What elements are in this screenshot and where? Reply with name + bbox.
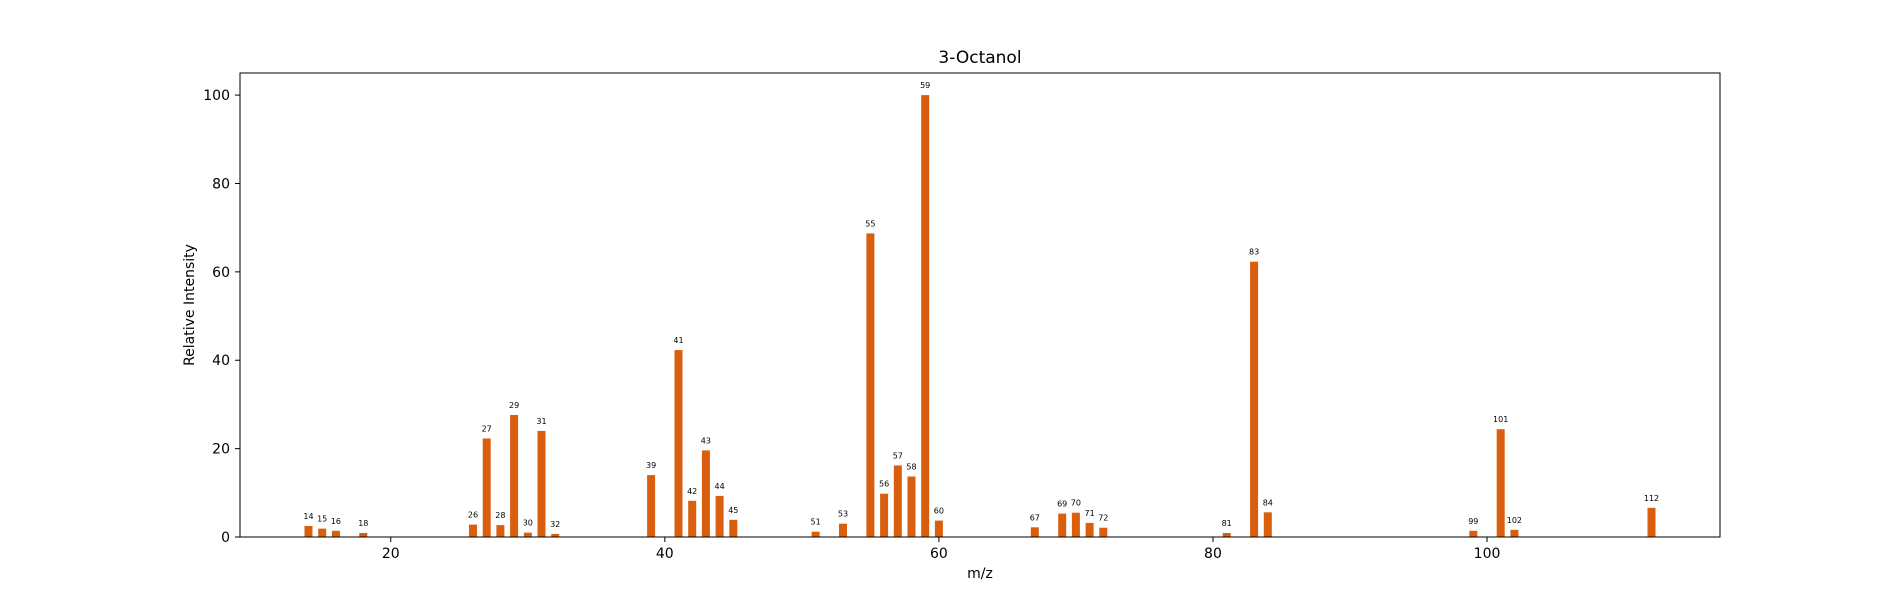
x-tick-label: 60	[930, 546, 948, 562]
bar-mz-72	[1099, 527, 1108, 537]
bar-labels-layer: 14 15 16 18 26 27 28 29 30 31 32 39 41 42 43 44 45 51 53 55…	[303, 81, 1659, 529]
bar-label-mz-51: 51	[811, 518, 821, 527]
bar-mz-42	[688, 500, 697, 537]
bar-label-mz-18: 18	[358, 519, 368, 528]
bar-mz-39	[647, 475, 656, 537]
bar-mz-18	[359, 533, 368, 537]
bar-mz-16	[331, 530, 340, 537]
bar-label-mz-112: 112	[1644, 494, 1659, 503]
y-axis-title: Relative Intensity	[182, 244, 198, 366]
x-axis: 20 40 60 80 100	[382, 537, 1501, 562]
y-tick-label: 40	[212, 353, 230, 369]
bar-label-mz-28: 28	[495, 511, 505, 520]
x-axis-title: m/z	[967, 566, 993, 582]
bar-label-mz-101: 101	[1493, 415, 1508, 424]
bar-label-mz-14: 14	[303, 512, 313, 521]
bar-mz-58	[907, 476, 916, 537]
x-tick-label: 100	[1474, 546, 1501, 562]
bar-mz-55	[866, 233, 875, 537]
plot-frame	[239, 72, 1721, 538]
y-axis: 0 20 40 60 80 100	[203, 88, 240, 546]
bar-label-mz-84: 84	[1263, 498, 1273, 507]
bar-mz-101	[1496, 429, 1505, 537]
bar-label-mz-57: 57	[893, 451, 903, 460]
bar-mz-41	[674, 350, 683, 537]
bar-mz-31	[537, 430, 546, 537]
bar-label-mz-55: 55	[865, 219, 875, 228]
bar-mz-67	[1030, 527, 1039, 537]
bar-label-mz-16: 16	[331, 517, 341, 526]
bar-label-mz-44: 44	[715, 482, 725, 491]
bar-label-mz-56: 56	[879, 480, 889, 489]
bar-label-mz-59: 59	[920, 81, 930, 90]
bar-mz-51	[811, 531, 820, 537]
bar-mz-14	[304, 526, 313, 537]
bar-mz-112	[1647, 507, 1656, 537]
y-tick-label: 0	[221, 530, 230, 546]
bar-mz-26	[469, 524, 477, 537]
bar-label-mz-30: 30	[523, 519, 533, 528]
bar-mz-59	[921, 95, 930, 537]
bar-label-mz-58: 58	[906, 463, 916, 472]
bars-layer	[304, 95, 1656, 537]
bar-mz-28	[496, 525, 505, 537]
bar-label-mz-15: 15	[317, 515, 327, 524]
bar-label-mz-83: 83	[1249, 248, 1259, 257]
y-tick-label: 60	[212, 265, 230, 281]
y-tick-label: 80	[212, 176, 230, 192]
chart-title: 3-Octanol	[938, 48, 1021, 68]
bar-mz-70	[1071, 512, 1080, 537]
bar-mz-27	[482, 438, 491, 537]
x-tick-label: 20	[382, 546, 400, 562]
bar-mz-60	[934, 520, 943, 537]
bar-label-mz-67: 67	[1030, 513, 1040, 522]
bar-label-mz-72: 72	[1098, 514, 1108, 523]
bar-mz-56	[880, 493, 889, 537]
bar-mz-43	[701, 450, 710, 537]
bar-mz-44	[715, 495, 724, 537]
bar-label-mz-43: 43	[701, 436, 711, 445]
bar-mz-99	[1469, 530, 1478, 537]
bar-mz-32	[551, 533, 560, 537]
bar-label-mz-42: 42	[687, 487, 697, 496]
bar-label-mz-69: 69	[1057, 500, 1067, 509]
bar-label-mz-60: 60	[934, 507, 944, 516]
bar-mz-30	[523, 532, 532, 537]
x-tick-label: 80	[1204, 546, 1222, 562]
bar-mz-15	[318, 528, 327, 537]
bar-mz-71	[1085, 522, 1094, 537]
bar-label-mz-45: 45	[728, 506, 738, 515]
bar-label-mz-31: 31	[536, 417, 546, 426]
bar-label-mz-27: 27	[482, 425, 492, 434]
bar-mz-81	[1222, 533, 1231, 537]
bar-mz-57	[893, 465, 902, 537]
bar-label-mz-39: 39	[646, 461, 656, 470]
y-tick-label: 20	[212, 442, 230, 458]
bar-mz-83	[1250, 261, 1259, 537]
x-tick-label: 40	[656, 546, 674, 562]
bar-label-mz-99: 99	[1468, 517, 1478, 526]
bar-label-mz-102: 102	[1507, 516, 1522, 525]
bar-label-mz-71: 71	[1085, 509, 1095, 518]
bar-mz-69	[1058, 513, 1067, 537]
y-tick-label: 100	[203, 88, 230, 104]
bar-label-mz-70: 70	[1071, 499, 1081, 508]
bar-label-mz-53: 53	[838, 510, 848, 519]
bar-mz-53	[839, 523, 847, 537]
bar-label-mz-29: 29	[509, 401, 519, 410]
bar-label-mz-26: 26	[468, 511, 478, 520]
bar-mz-45	[729, 519, 738, 537]
bar-label-mz-41: 41	[673, 336, 683, 345]
bar-mz-102	[1510, 529, 1519, 537]
bar-label-mz-32: 32	[550, 520, 560, 529]
bar-label-mz-81: 81	[1222, 519, 1232, 528]
bar-mz-84	[1263, 512, 1272, 537]
bar-mz-29	[510, 415, 519, 537]
